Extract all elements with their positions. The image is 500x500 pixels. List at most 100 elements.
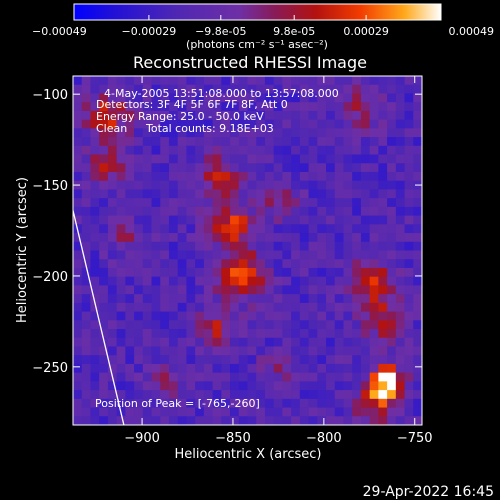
heatmap-cell [81,276,91,286]
heatmap-cell [212,363,222,374]
heatmap-cell [308,267,318,278]
heatmap-cell [160,206,170,217]
heatmap-cell [81,102,91,112]
heatmap-cell [273,93,283,103]
heatmap-cell [186,110,196,121]
heatmap-cell [317,355,327,365]
heatmap-cell [256,145,266,155]
heatmap-cell [378,137,388,147]
heatmap-cell [99,311,109,321]
heatmap-cell [282,171,292,182]
heatmap-cell [125,84,135,94]
heatmap-cell [317,311,327,321]
heatmap-cell [116,233,126,243]
heatmap-cell [247,128,257,138]
heatmap-cell [343,110,353,121]
heatmap-cell [134,294,144,304]
heatmap-cell [116,381,126,391]
heatmap-cell [256,189,266,199]
heatmap-cell [134,267,144,278]
heatmap-cell [90,346,100,356]
heatmap-cell [334,233,344,243]
heatmap-cell [256,233,266,243]
heatmap-cell [212,163,222,173]
heatmap-cell [360,241,371,251]
heatmap-cell [125,145,135,155]
y-tick-label: −200 [32,270,68,285]
heatmap-cell [99,276,109,286]
heatmap-cell [413,76,422,86]
heatmap-cell [369,372,379,382]
heatmap-cell [142,84,152,94]
heatmap-cell [125,329,135,339]
heatmap-cell [125,206,135,217]
heatmap-cell [352,320,362,330]
heatmap-cell [282,84,292,94]
heatmap-cell [116,102,126,112]
heatmap-cell [395,398,405,408]
heatmap-cell [387,320,397,330]
heatmap-cell [291,390,301,400]
heatmap-cell [334,302,344,312]
heatmap-cell [142,250,152,260]
heatmap-cell [134,84,144,94]
heatmap-cell [203,372,214,382]
heatmap-cell [90,180,100,190]
heatmap-cell [107,259,118,269]
heatmap-cell [264,206,275,217]
heatmap-cell [238,337,248,347]
heatmap-cell [378,407,388,417]
heatmap-cell [299,267,309,278]
heatmap-cell [186,302,196,312]
heatmap-cell [256,416,266,425]
heatmap-cell [308,93,318,103]
heatmap-cell [134,76,144,86]
heatmap-cell [404,276,414,286]
heatmap-cell [299,137,309,147]
heatmap-cell [203,311,214,321]
heatmap-cell [212,416,222,425]
heatmap-cell [203,76,214,86]
heatmap-cell [134,337,144,347]
heatmap-cell [299,102,309,112]
heatmap-cell [203,241,214,251]
heatmap-cell [378,154,388,164]
heatmap-cell [264,372,275,382]
heatmap-cell [168,215,179,225]
heatmap-cell [230,233,240,243]
heatmap-cell [134,398,144,408]
heatmap-cell [142,206,152,217]
heatmap-cell [73,381,83,391]
heatmap-cell [73,407,83,417]
heatmap-cell [73,189,83,199]
heatmap-cell [238,372,248,382]
heatmap-cell [90,407,100,417]
heatmap-cell [308,381,318,391]
heatmap-cell [334,110,344,121]
heatmap-cell [317,128,327,138]
heatmap-cell [134,215,144,225]
heatmap-cell [238,198,248,208]
heatmap-cell [221,154,231,164]
heatmap-cell [134,259,144,269]
heatmap-cell [413,110,422,121]
heatmap-cell [212,119,222,129]
heatmap-cell [195,294,205,304]
heatmap-cell [404,337,414,347]
heatmap-cell [264,267,275,278]
heatmap-cell [160,285,170,295]
heatmap-cell [186,154,196,164]
heatmap-cell [256,372,266,382]
heatmap-cell [177,407,187,417]
heatmap-cell [299,233,309,243]
heatmap-cell [221,171,231,182]
heatmap-cell [378,337,388,347]
heatmap-cell [256,267,266,278]
heatmap-cell [177,329,187,339]
heatmap-cell [168,241,179,251]
heatmap-cell [256,250,266,260]
heatmap-cell [168,381,179,391]
heatmap-cell [387,215,397,225]
heatmap-cell [203,154,214,164]
heatmap-cell [81,233,91,243]
